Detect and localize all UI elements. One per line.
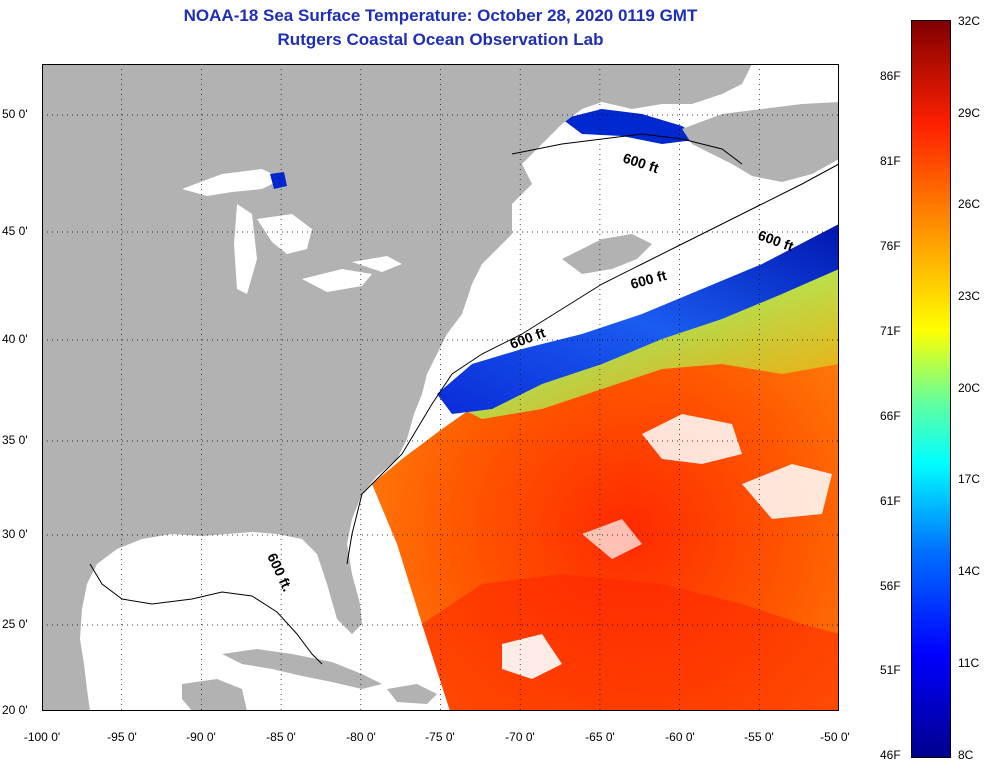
colorbar-c-label: 29C xyxy=(958,106,981,120)
contour-gulf xyxy=(89,493,363,665)
colorbar-f-label: 71F xyxy=(880,324,901,338)
colorbar-f-label: 51F xyxy=(880,663,901,677)
contour-atlantic xyxy=(361,163,839,495)
map-subtitle: Rutgers Coastal Ocean Observation Lab xyxy=(277,30,604,49)
colorbar-c-label: 32C xyxy=(958,14,981,28)
colorbar-c-label: 20C xyxy=(958,381,981,395)
sst-map-canvas: 600 ft 600 ft 600 ft 600 ft 600 ft. xyxy=(42,64,839,711)
map-frame xyxy=(42,64,839,711)
cloud-gap-3 xyxy=(502,634,562,679)
lon-label-100: -100 0' xyxy=(23,730,61,744)
lake-cold-spot xyxy=(270,172,287,189)
lon-label-50: -50 0' xyxy=(820,730,850,744)
cloud-gap-4 xyxy=(582,519,642,559)
cold-water-band xyxy=(437,224,839,414)
lat-label-50: 50 0' xyxy=(2,107,28,121)
cloud-gap-2 xyxy=(742,464,832,519)
st-lawrence-cold-patch xyxy=(562,109,702,144)
colorbar-c-label: 8C xyxy=(958,748,974,762)
colorbar-f-label: 76F xyxy=(880,239,901,253)
colorbar-f-label: 46F xyxy=(880,748,901,762)
colorbar-f-label: 81F xyxy=(880,154,901,168)
sst-map: 600 ft 600 ft 600 ft 600 ft 600 ft. xyxy=(42,64,839,711)
lat-label-25: 25 0' xyxy=(2,617,28,631)
lat-label-35: 35 0' xyxy=(2,433,28,447)
lon-label-55: -55 0' xyxy=(744,730,774,744)
colorbar-c-label: 26C xyxy=(958,197,981,211)
yucatan-land xyxy=(182,679,247,711)
lat-label-30: 30 0' xyxy=(2,527,28,541)
hispaniola-land xyxy=(387,684,437,704)
colorbar-c-label: 23C xyxy=(958,289,981,303)
colorbar-f-label: 56F xyxy=(880,579,901,593)
nova-scotia-land xyxy=(562,234,652,274)
colorbar-c-label: 14C xyxy=(958,564,981,578)
lon-label-85: -85 0' xyxy=(266,730,296,744)
colorbar-c-label: 11C xyxy=(958,656,980,670)
colorbar-f-label: 66F xyxy=(880,409,901,423)
great-lakes xyxy=(182,169,402,294)
lat-label-20: 20 0' xyxy=(2,703,28,717)
lon-label-90: -90 0' xyxy=(186,730,216,744)
contour-lawrence xyxy=(511,133,743,165)
lon-label-80: -80 0' xyxy=(346,730,376,744)
lat-label-40: 40 0' xyxy=(2,332,28,346)
colorbar-f-label: 61F xyxy=(880,494,901,508)
cuba-land xyxy=(222,649,382,689)
lon-label-65: -65 0' xyxy=(585,730,615,744)
lat-label-45: 45 0' xyxy=(2,224,28,238)
temperature-colorbar xyxy=(911,20,951,758)
north-america-land xyxy=(42,64,752,711)
cloud-gap-1 xyxy=(642,414,742,464)
lon-label-70: -70 0' xyxy=(505,730,535,744)
newfoundland-land xyxy=(682,102,839,182)
colorbar-f-label: 86F xyxy=(880,69,901,83)
lon-label-95: -95 0' xyxy=(107,730,137,744)
lon-label-60: -60 0' xyxy=(665,730,695,744)
lon-label-75: -75 0' xyxy=(425,730,455,744)
map-title: NOAA-18 Sea Surface Temperature: October… xyxy=(183,6,698,25)
colorbar-c-label: 17C xyxy=(958,472,981,486)
